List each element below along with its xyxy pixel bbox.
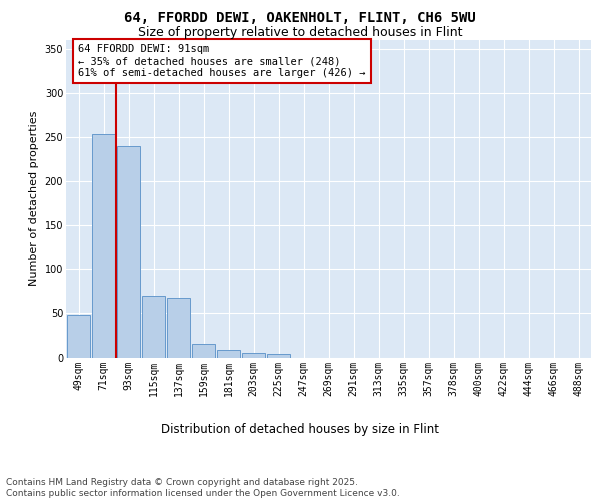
- Text: 64 FFORDD DEWI: 91sqm
← 35% of detached houses are smaller (248)
61% of semi-det: 64 FFORDD DEWI: 91sqm ← 35% of detached …: [79, 44, 366, 78]
- Bar: [267, 354, 290, 358]
- Bar: [167, 298, 190, 358]
- Text: Contains HM Land Registry data © Crown copyright and database right 2025.
Contai: Contains HM Land Registry data © Crown c…: [6, 478, 400, 498]
- Bar: [67, 315, 90, 358]
- Bar: [117, 146, 140, 358]
- Y-axis label: Number of detached properties: Number of detached properties: [29, 111, 39, 286]
- Bar: [92, 134, 115, 358]
- Bar: [242, 353, 265, 358]
- Text: Distribution of detached houses by size in Flint: Distribution of detached houses by size …: [161, 422, 439, 436]
- Text: Size of property relative to detached houses in Flint: Size of property relative to detached ho…: [138, 26, 462, 39]
- Bar: [217, 350, 240, 358]
- Bar: [192, 344, 215, 358]
- Text: 64, FFORDD DEWI, OAKENHOLT, FLINT, CH6 5WU: 64, FFORDD DEWI, OAKENHOLT, FLINT, CH6 5…: [124, 11, 476, 25]
- Bar: [142, 296, 165, 358]
